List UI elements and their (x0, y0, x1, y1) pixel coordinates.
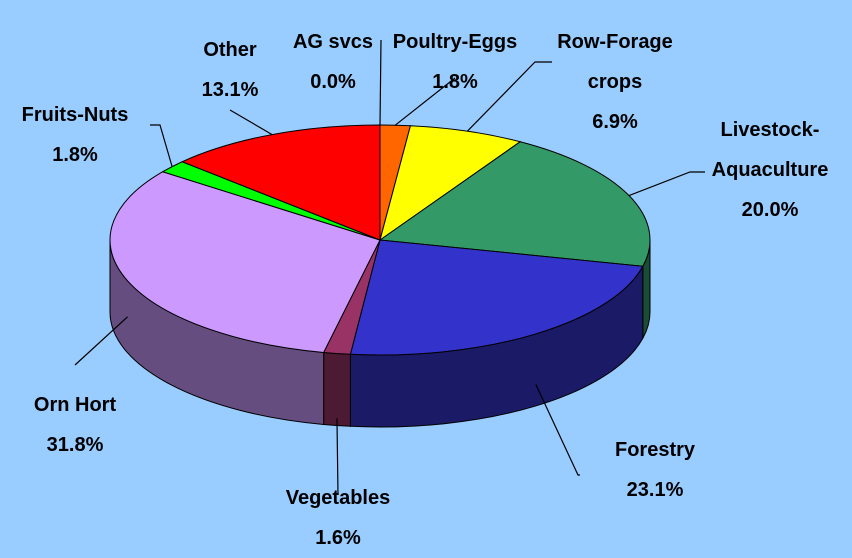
slice-label: Forestry 23.1% (565, 430, 745, 510)
slice-label: Poultry-Eggs 1.8% (365, 22, 545, 102)
slice-label: AG svcs 0.0% (243, 22, 423, 102)
value-label: 1.8% (52, 144, 98, 166)
leader-line (466, 61, 552, 132)
slice-label: Fruits-Nuts 1.8% (5, 95, 145, 175)
leader-line (379, 39, 382, 126)
value-label: 31.8% (46, 434, 104, 456)
category-label: Other (203, 39, 257, 61)
slice (109, 171, 381, 353)
category-label: Fruits-Nuts (21, 104, 129, 126)
slice-label: Vegetables 1.6% (258, 478, 418, 558)
value-label: 0.0% (310, 71, 356, 93)
category-label: Vegetables (285, 487, 391, 509)
slice (349, 239, 644, 356)
slice (379, 125, 522, 242)
value-label: 20.0% (741, 199, 799, 221)
slice-label: Orn Hort 31.8% (0, 385, 165, 465)
slice (378, 141, 651, 267)
value-label: 13.1% (201, 79, 259, 101)
slice (180, 124, 381, 241)
leader-line (229, 109, 273, 136)
slice-label: Other 13.1% (140, 30, 320, 110)
leader-line (535, 384, 580, 476)
value-label: 6.9% (592, 111, 638, 133)
slice-label: Livestock-Aquaculture 20.0% (695, 110, 845, 230)
value-label: 23.1% (626, 479, 684, 501)
leader-line (336, 418, 339, 496)
leader-line (150, 124, 173, 167)
category-label: Livestock-Aquaculture (711, 119, 829, 181)
category-label: AG svcs (292, 31, 374, 53)
leader-line (394, 77, 456, 126)
leader-line (74, 316, 128, 366)
leader-line (628, 171, 705, 197)
category-label: Row-Forage crops (557, 31, 673, 93)
slice-side (323, 351, 351, 427)
category-label: Forestry (614, 439, 696, 461)
slice-label: Row-Forage crops 6.9% (550, 22, 680, 142)
value-label: 1.8% (432, 71, 478, 93)
value-label: 1.6% (315, 527, 361, 549)
category-label: Poultry-Eggs (392, 31, 518, 53)
category-label: Orn Hort (33, 394, 117, 416)
